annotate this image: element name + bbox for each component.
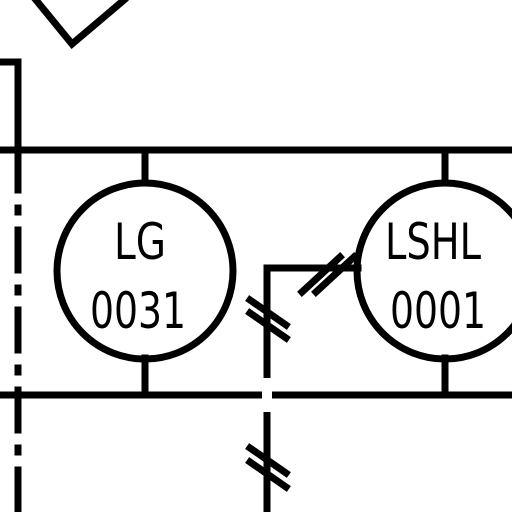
lg-letters: LG	[114, 213, 166, 271]
horizontal-hash-marks	[297, 252, 359, 297]
vertical-hash-marks-upper	[245, 295, 291, 343]
signal-line	[263, 264, 362, 512]
instrument-bubble-lg: LG 0031	[53, 179, 237, 363]
signal-gap	[262, 378, 272, 412]
vessel-outline	[0, 58, 22, 154]
vessel-cone	[31, 0, 129, 49]
instrument-bubble-lshl: LSHL 0001	[353, 179, 512, 363]
lshl-letters: LSHL	[385, 213, 481, 271]
lshl-number: 0001	[390, 282, 486, 340]
lg-number: 0031	[90, 282, 186, 340]
vertical-hash-marks-lower	[245, 443, 291, 492]
